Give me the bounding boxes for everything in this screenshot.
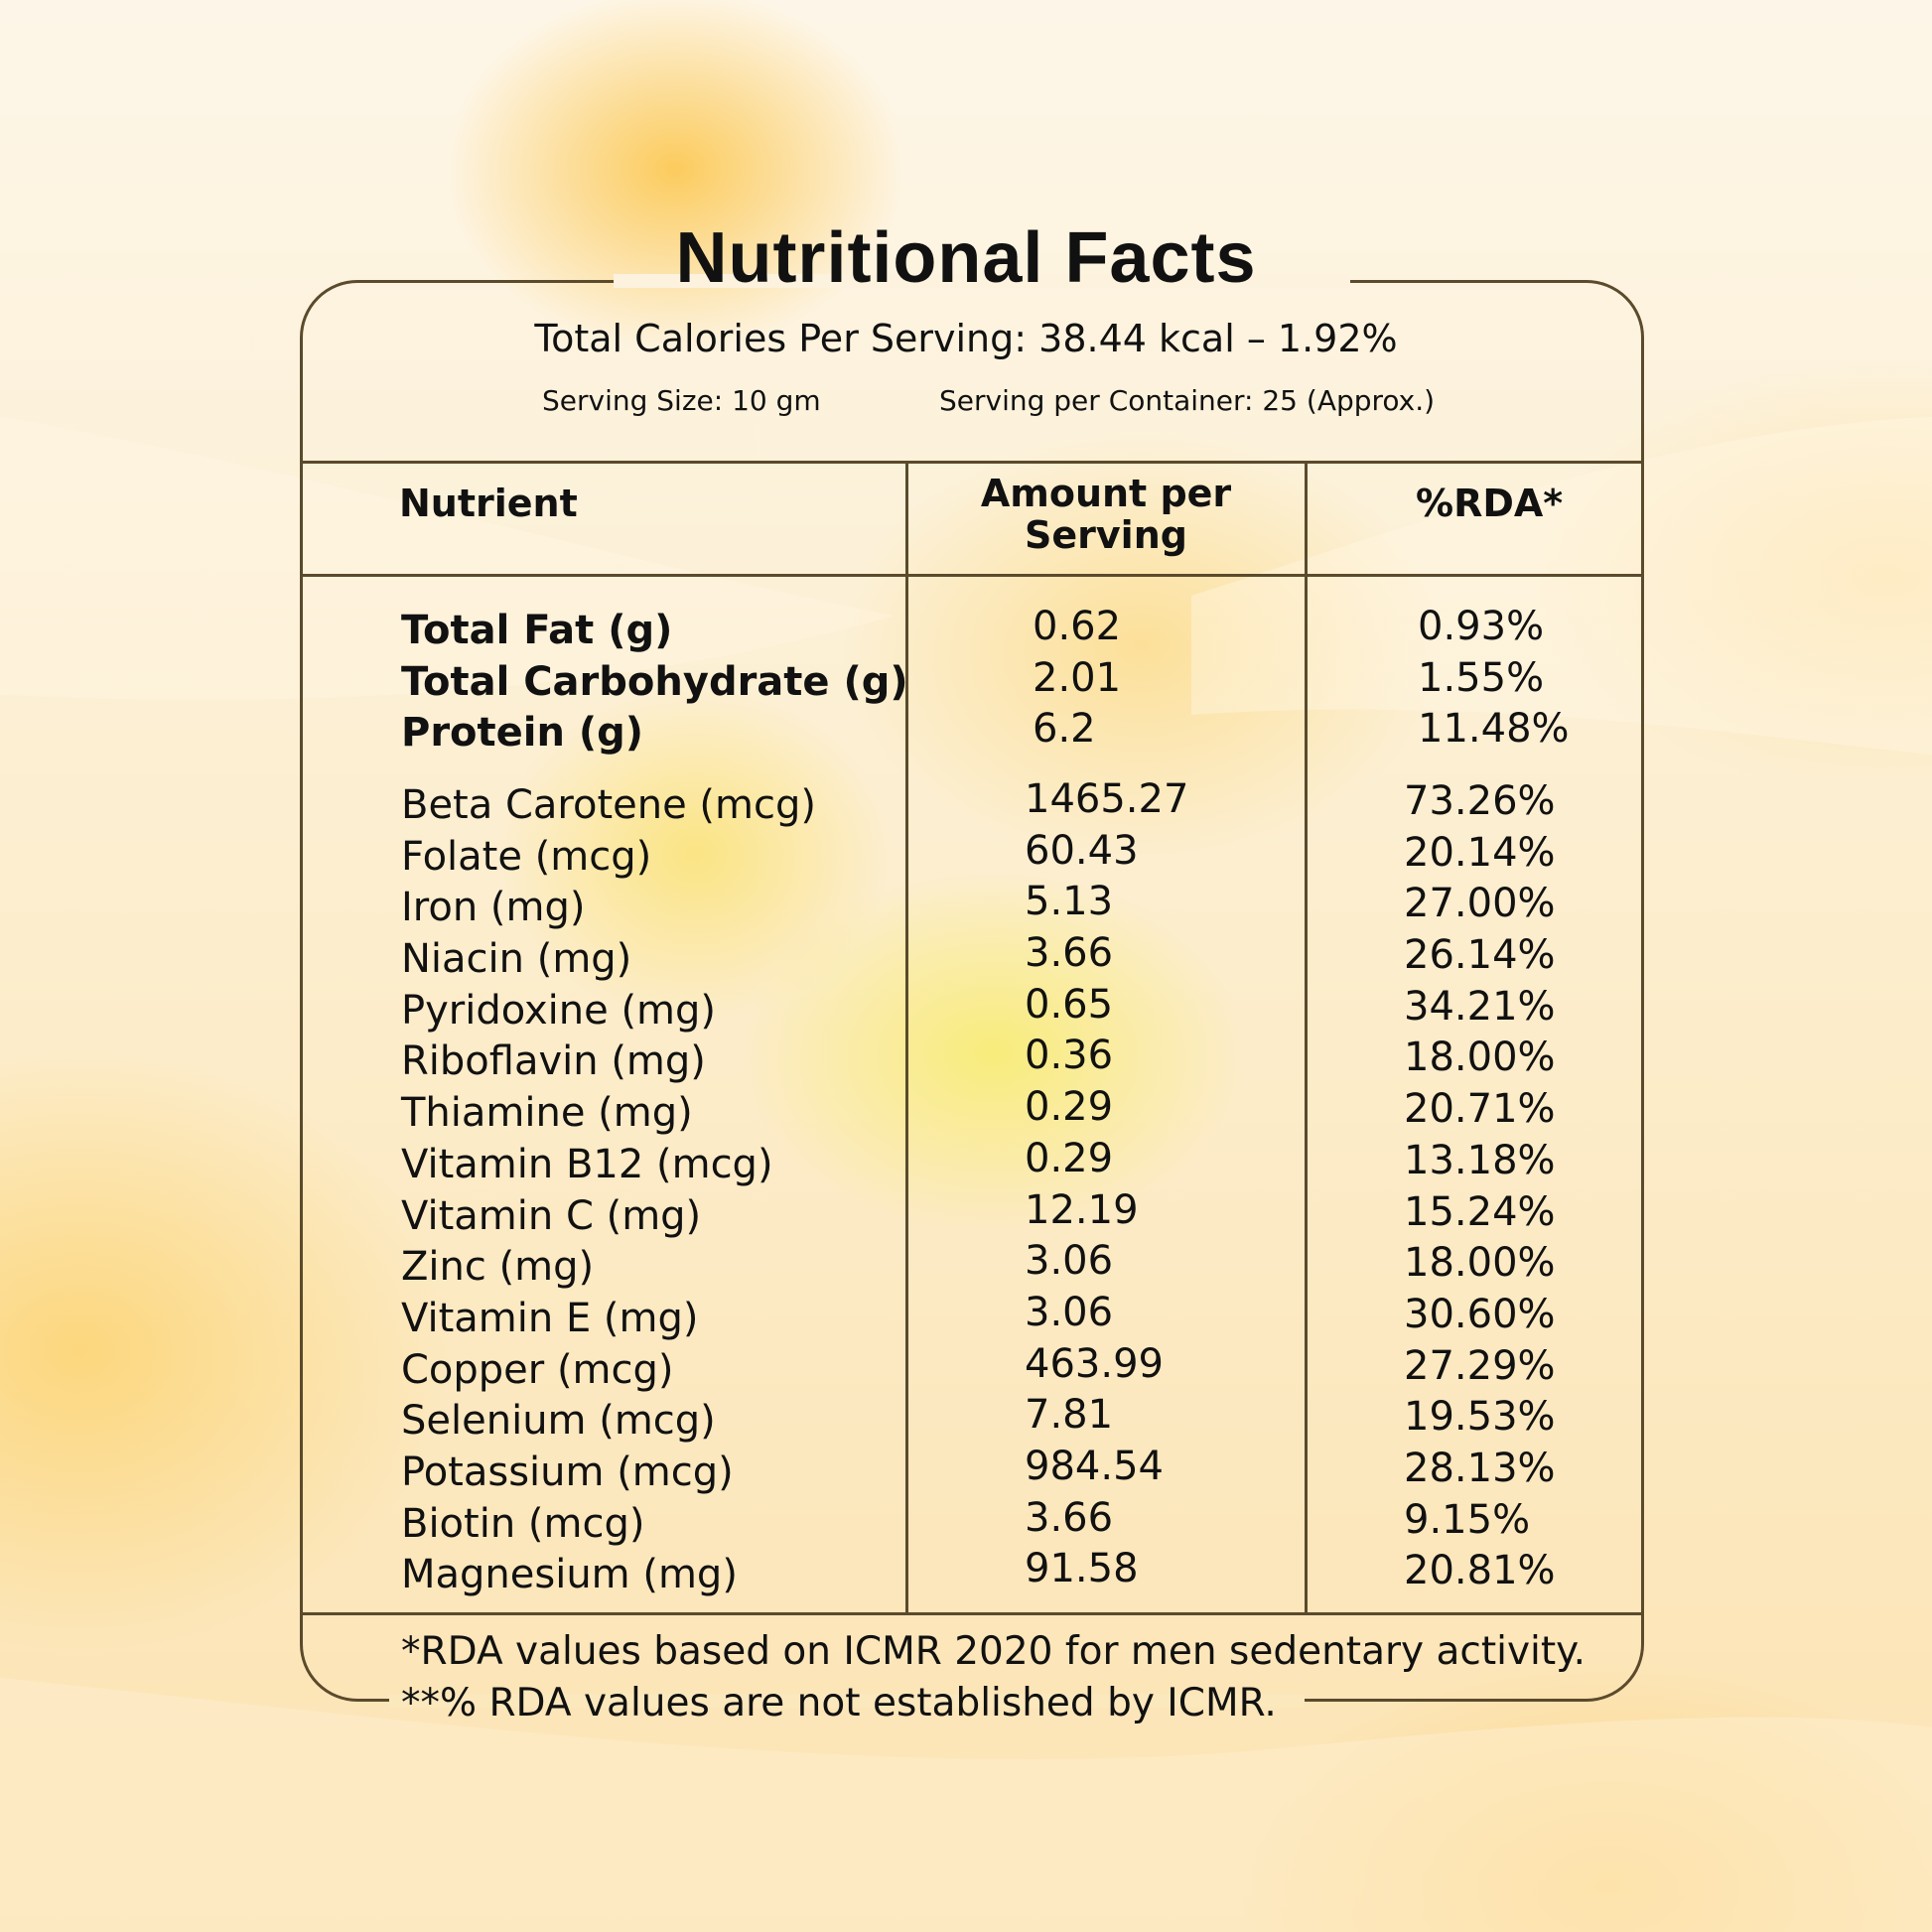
rda-cell: 26.14% <box>1404 932 1556 979</box>
table-row: Zinc (mg) <box>401 1244 595 1291</box>
table-row: Vitamin E (mg) <box>401 1295 699 1341</box>
table-row: Pyridoxine (mg) <box>401 987 717 1034</box>
table-row: Protein (g) <box>401 710 644 757</box>
macro-nutrient-column: Total Fat (g) Total Carbohydrate (g) Pro… <box>401 606 908 759</box>
table-bottom-rule <box>300 1612 1644 1615</box>
amount-cell: 60.43 <box>1025 827 1139 874</box>
amount-cell: 3.66 <box>1025 930 1114 977</box>
table-row: Beta Carotene (mcg) <box>401 782 816 828</box>
amount-cell: 2.01 <box>1033 654 1122 701</box>
table-row: Selenium (mcg) <box>401 1398 716 1445</box>
table-header-rule <box>300 574 1644 577</box>
serving-per-container: Serving per Container: 25 (Approx.) <box>939 384 1436 417</box>
rda-cell: 27.29% <box>1404 1342 1556 1389</box>
table-row: Biotin (mcg) <box>401 1500 645 1547</box>
macro-rda-column: 0.93% 1.55% 11.48% <box>1418 602 1570 756</box>
amount-cell: 0.29 <box>1025 1084 1114 1131</box>
table-row: Vitamin C (mg) <box>401 1192 702 1239</box>
column-divider-1 <box>905 461 908 1615</box>
amount-cell: 3.06 <box>1025 1238 1114 1285</box>
micro-amount-column: 1465.27 60.43 5.13 3.66 0.65 0.36 0.29 0… <box>1025 774 1188 1595</box>
footer-border-gap <box>389 1694 1305 1708</box>
rda-cell: 34.21% <box>1404 983 1556 1030</box>
header-nutrient: Nutrient <box>399 482 578 525</box>
amount-cell: 3.06 <box>1025 1289 1114 1335</box>
rda-cell: 19.53% <box>1404 1394 1556 1441</box>
table-row: Thiamine (mg) <box>401 1090 693 1137</box>
micro-nutrient-column: Beta Carotene (mcg) Folate (mcg) Iron (m… <box>401 780 816 1601</box>
rda-cell: 73.26% <box>1404 778 1556 824</box>
table-row: Potassium (mcg) <box>401 1449 734 1495</box>
amount-cell: 0.29 <box>1025 1135 1114 1181</box>
amount-cell: 1465.27 <box>1025 776 1189 822</box>
table-row: Magnesium (mg) <box>401 1552 738 1598</box>
amount-cell: 12.19 <box>1025 1186 1139 1233</box>
rda-cell: 20.71% <box>1404 1086 1556 1133</box>
table-row: Vitamin B12 (mcg) <box>401 1141 773 1187</box>
table-top-rule <box>300 461 1644 464</box>
rda-cell: 18.00% <box>1404 1240 1556 1287</box>
macro-amount-column: 0.62 2.01 6.2 <box>1033 602 1121 756</box>
rda-cell: 30.60% <box>1404 1291 1556 1337</box>
amount-cell: 6.2 <box>1033 706 1096 753</box>
table-row: Copper (mcg) <box>401 1346 674 1393</box>
amount-cell: 7.81 <box>1025 1392 1114 1439</box>
rda-cell: 27.00% <box>1404 881 1556 927</box>
rda-cell: 28.13% <box>1404 1445 1556 1491</box>
table-row: Total Fat (g) <box>401 608 673 653</box>
rda-cell: 9.15% <box>1404 1496 1531 1543</box>
rda-cell: 13.18% <box>1404 1137 1556 1183</box>
rda-cell: 15.24% <box>1404 1188 1556 1235</box>
header-rda: %RDA* <box>1416 482 1564 525</box>
footnote-rda-basis: *RDA values based on ICMR 2020 for men s… <box>401 1629 1587 1674</box>
micro-rda-column: 73.26% 20.14% 27.00% 26.14% 34.21% 18.00… <box>1404 776 1556 1597</box>
page-title: Nutritional Facts <box>675 218 1257 298</box>
amount-cell: 984.54 <box>1025 1443 1164 1489</box>
serving-size: Serving Size: 10 gm <box>542 384 821 417</box>
header-amount-per-serving: Amount per Serving <box>907 473 1305 556</box>
amount-cell: 3.66 <box>1025 1494 1114 1541</box>
rda-cell: 11.48% <box>1418 706 1570 753</box>
table-row: Total Carbohydrate (g) <box>401 658 908 705</box>
table-row: Niacin (mg) <box>401 936 632 983</box>
amount-cell: 0.65 <box>1025 981 1114 1028</box>
footnote-rda-not-established: **% RDA values are not established by IC… <box>401 1681 1277 1725</box>
rda-cell: 1.55% <box>1418 654 1545 701</box>
amount-cell: 0.62 <box>1033 604 1122 649</box>
table-row: Riboflavin (mg) <box>401 1038 706 1085</box>
rda-cell: 0.93% <box>1418 604 1545 649</box>
header-amount-line2: Serving <box>1025 513 1187 557</box>
rda-cell: 18.00% <box>1404 1035 1556 1081</box>
title-border-gap <box>614 274 1350 288</box>
header-amount-line1: Amount per <box>980 472 1232 515</box>
rda-cell: 20.81% <box>1404 1548 1556 1594</box>
amount-cell: 463.99 <box>1025 1340 1164 1387</box>
table-row: Folate (mcg) <box>401 833 652 880</box>
amount-cell: 0.36 <box>1025 1033 1114 1079</box>
rda-cell: 20.14% <box>1404 829 1556 876</box>
amount-cell: 91.58 <box>1025 1546 1139 1592</box>
table-row: Iron (mg) <box>401 885 586 931</box>
column-divider-2 <box>1305 461 1308 1615</box>
amount-cell: 5.13 <box>1025 879 1114 925</box>
total-calories-line: Total Calories Per Serving: 38.44 kcal –… <box>534 317 1398 360</box>
